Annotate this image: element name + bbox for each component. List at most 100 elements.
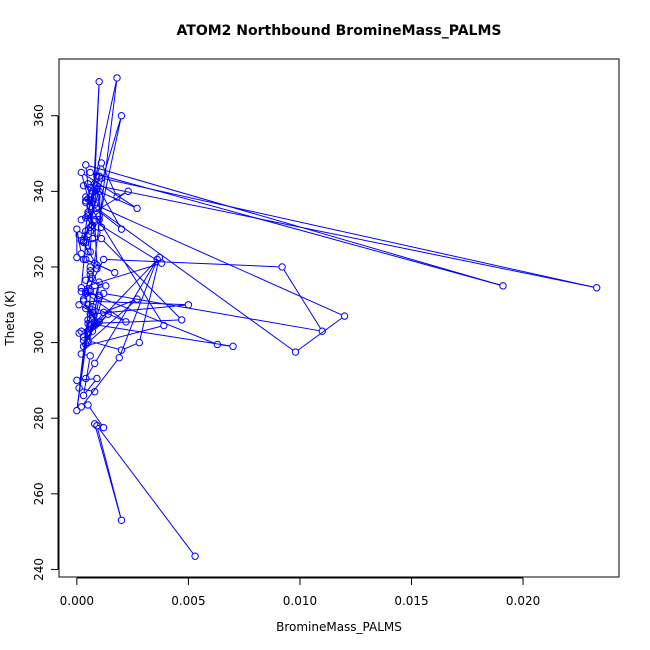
series-segment xyxy=(89,407,103,426)
data-point xyxy=(84,319,92,328)
data-point xyxy=(82,161,90,169)
data-point xyxy=(93,172,101,180)
data-point xyxy=(95,77,103,86)
data-point xyxy=(79,236,88,245)
data-point xyxy=(82,304,90,313)
data-point xyxy=(97,223,106,231)
data-point xyxy=(79,181,88,190)
series-segment xyxy=(91,319,179,325)
data-point xyxy=(82,198,90,207)
data-point xyxy=(95,172,103,180)
series-segment xyxy=(86,259,92,263)
data-point xyxy=(82,340,90,349)
y-tick-label: 240 xyxy=(32,558,46,581)
series-segment xyxy=(90,341,119,350)
y-tick-label: 320 xyxy=(32,256,46,279)
data-point xyxy=(93,261,101,269)
x-tick-label: 0.010 xyxy=(283,594,317,608)
series-segment xyxy=(99,118,122,217)
series-segment xyxy=(94,224,98,262)
data-point xyxy=(122,318,130,326)
data-point xyxy=(82,276,90,284)
data-point xyxy=(93,422,101,430)
series-segment xyxy=(88,292,215,344)
data-point xyxy=(84,210,92,218)
x-tick-label: 0.020 xyxy=(506,594,540,608)
series-segment xyxy=(95,296,104,321)
data-point xyxy=(135,338,144,347)
data-point xyxy=(93,181,101,190)
series-segment xyxy=(99,209,294,351)
x-axis: 0.000 0.005 0.010 0.015 0.020 xyxy=(60,577,540,608)
series-segment xyxy=(82,359,118,405)
y-axis-label: Theta (K) xyxy=(3,290,17,346)
data-point xyxy=(86,248,94,256)
data-point xyxy=(79,238,88,247)
data-point xyxy=(113,193,121,201)
data-point xyxy=(117,112,126,120)
data-point xyxy=(75,384,83,392)
data-point xyxy=(86,183,94,192)
data-point xyxy=(90,200,99,209)
data-point xyxy=(90,217,99,226)
plot-frame xyxy=(58,58,620,578)
data-point xyxy=(318,327,326,335)
data-point xyxy=(88,308,97,317)
data-point xyxy=(88,274,97,282)
data-point xyxy=(82,287,90,296)
data-point xyxy=(291,348,300,356)
series-segment xyxy=(79,378,94,381)
series-segment xyxy=(83,118,122,240)
series-segment xyxy=(86,300,186,306)
data-point xyxy=(104,310,112,318)
series-segment xyxy=(85,316,107,339)
data-point xyxy=(73,253,81,262)
y-tick-label: 280 xyxy=(32,407,46,430)
y-tick-label: 340 xyxy=(32,180,46,203)
data-point xyxy=(90,259,99,267)
series-segment xyxy=(283,269,321,329)
series-segment xyxy=(103,240,180,318)
data-point xyxy=(90,388,99,396)
data-point xyxy=(191,552,199,560)
data-point xyxy=(90,420,99,428)
data-point xyxy=(79,342,88,351)
data-point xyxy=(88,327,97,335)
data-point xyxy=(117,346,126,354)
data-point xyxy=(90,359,99,368)
data-point xyxy=(84,336,92,345)
data-point xyxy=(84,401,92,409)
data-point xyxy=(115,354,123,362)
data-point xyxy=(95,293,103,301)
data-point xyxy=(77,284,86,292)
data-point xyxy=(86,267,94,275)
data-point xyxy=(77,403,86,411)
x-tick-label: 0.015 xyxy=(394,594,428,608)
data-point xyxy=(86,270,94,279)
data-point xyxy=(99,423,108,432)
data-point xyxy=(84,212,92,220)
data-point xyxy=(117,516,126,524)
data-point xyxy=(82,238,90,247)
data-point xyxy=(88,234,97,243)
data-point xyxy=(79,391,88,400)
data-point xyxy=(84,316,92,324)
data-point xyxy=(84,329,92,337)
data-point xyxy=(97,234,106,243)
series-segment xyxy=(124,343,137,350)
series-segment xyxy=(91,183,594,288)
data-point xyxy=(93,229,101,237)
series-segment xyxy=(76,232,82,251)
series-segment xyxy=(95,426,122,518)
series-segment xyxy=(82,388,92,392)
series-segment xyxy=(85,234,91,249)
data-point xyxy=(99,289,108,298)
data-point xyxy=(84,248,92,256)
data-point xyxy=(153,255,161,264)
series-segment xyxy=(119,262,157,355)
data-point xyxy=(84,338,92,347)
data-point xyxy=(90,318,99,326)
data-point xyxy=(75,301,83,309)
data-point xyxy=(499,282,507,290)
